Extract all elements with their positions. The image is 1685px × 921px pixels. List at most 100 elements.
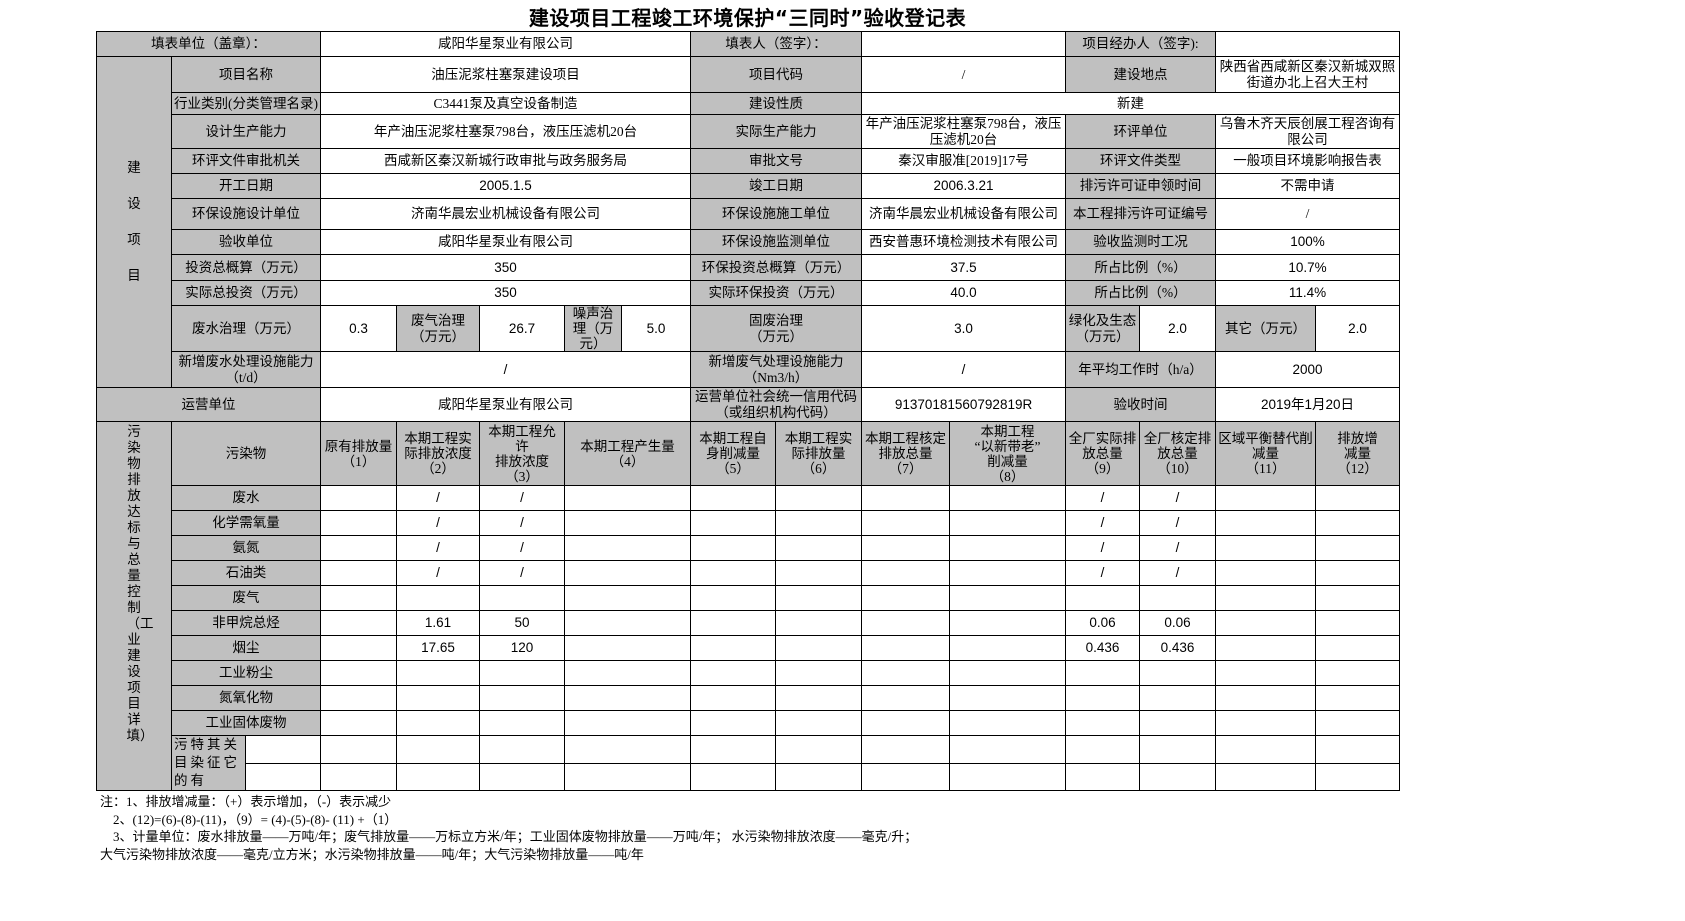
pollutant-value-cell[interactable] xyxy=(320,735,398,764)
pollutant-value-cell[interactable] xyxy=(949,710,1067,736)
pollutant-value-cell[interactable] xyxy=(861,510,951,536)
pollutant-value-cell[interactable] xyxy=(861,610,951,636)
pollutant-value-cell[interactable] xyxy=(690,535,777,561)
pollutant-value-cell[interactable]: / xyxy=(396,510,481,536)
new-water-cap-field[interactable]: / xyxy=(320,351,692,388)
pollutant-value-cell[interactable] xyxy=(564,485,692,511)
pollutant-value-cell[interactable]: 0.06 xyxy=(1139,610,1217,636)
ratio2-field[interactable]: 11.4% xyxy=(1215,280,1401,306)
pollutant-value-cell[interactable] xyxy=(690,485,777,511)
pollutant-value-cell[interactable] xyxy=(320,710,398,736)
acceptance-unit-field[interactable]: 咸阳华星泵业有限公司 xyxy=(320,229,692,255)
pollutant-value-cell[interactable] xyxy=(479,735,566,764)
pollutant-value-cell[interactable] xyxy=(690,510,777,536)
operator-field[interactable]: 咸阳华星泵业有限公司 xyxy=(320,387,692,422)
pollutant-value-cell[interactable] xyxy=(1139,585,1217,611)
green-field[interactable]: 2.0 xyxy=(1139,305,1217,352)
pollutant-value-cell[interactable]: / xyxy=(1065,485,1141,511)
pollutant-value-cell[interactable] xyxy=(861,585,951,611)
env-budget-field[interactable]: 37.5 xyxy=(861,254,1067,281)
end-date-field[interactable]: 2006.3.21 xyxy=(861,173,1067,199)
actual-invest-field[interactable]: 350 xyxy=(320,280,692,306)
pollutant-value-cell[interactable] xyxy=(1315,635,1401,661)
pollutant-value-cell[interactable] xyxy=(1065,660,1141,686)
pollutant-value-cell[interactable]: / xyxy=(479,510,566,536)
pollutant-value-cell[interactable] xyxy=(396,685,481,711)
pollutant-value-cell[interactable] xyxy=(1139,660,1217,686)
pollutant-value-cell[interactable] xyxy=(564,535,692,561)
pollutant-value-cell[interactable] xyxy=(1139,762,1217,791)
pollutant-value-cell[interactable] xyxy=(861,560,951,586)
pollutant-value-cell[interactable]: / xyxy=(479,560,566,586)
pollutant-value-cell[interactable] xyxy=(1215,685,1317,711)
pollutant-value-cell[interactable]: 50 xyxy=(479,610,566,636)
pollutant-value-cell[interactable] xyxy=(1139,685,1217,711)
pollutant-value-cell[interactable] xyxy=(564,510,692,536)
pollutant-value-cell[interactable] xyxy=(949,485,1067,511)
pollutant-value-cell[interactable] xyxy=(1065,735,1141,764)
pollutant-value-cell[interactable] xyxy=(690,710,777,736)
pollutant-value-cell[interactable] xyxy=(396,660,481,686)
pollutant-value-cell[interactable] xyxy=(1315,685,1401,711)
pollutant-value-cell[interactable] xyxy=(479,762,566,791)
solid-field[interactable]: 3.0 xyxy=(861,305,1067,352)
pollutant-value-cell[interactable] xyxy=(1215,560,1317,586)
eia-unit-field[interactable]: 乌鲁木齐天辰创展工程咨询有限公司 xyxy=(1215,114,1401,149)
ratio1-field[interactable]: 10.7% xyxy=(1215,254,1401,281)
credit-code-field[interactable]: 91370181560792819R xyxy=(861,387,1067,422)
pollutant-value-cell[interactable] xyxy=(396,762,481,791)
pollutant-value-cell[interactable]: 17.65 xyxy=(396,635,481,661)
pollutant-value-cell[interactable] xyxy=(1315,510,1401,536)
pollutant-value-cell[interactable] xyxy=(1065,762,1141,791)
work-hours-field[interactable]: 2000 xyxy=(1215,351,1401,388)
pollutant-value-cell[interactable] xyxy=(479,685,566,711)
new-gas-cap-field[interactable]: / xyxy=(861,351,1067,388)
pollutant-value-cell[interactable] xyxy=(861,535,951,561)
acceptance-time-field[interactable]: 2019年1月20日 xyxy=(1215,387,1401,422)
approval-no-field[interactable]: 秦汉审服准[2019]17号 xyxy=(861,148,1067,174)
permit-no-field[interactable]: / xyxy=(1215,198,1401,230)
pollutant-value-cell[interactable] xyxy=(690,660,777,686)
pollutant-value-cell[interactable] xyxy=(949,510,1067,536)
other-invest-field[interactable]: 2.0 xyxy=(1315,305,1401,352)
pollutant-value-cell[interactable]: 0.06 xyxy=(1065,610,1141,636)
pollutant-value-cell[interactable]: 0.436 xyxy=(1065,635,1141,661)
pollutant-value-cell[interactable] xyxy=(564,710,692,736)
pollutant-value-cell[interactable] xyxy=(949,685,1067,711)
pollutant-value-cell[interactable]: / xyxy=(1065,560,1141,586)
pollutant-value-cell[interactable] xyxy=(690,560,777,586)
wastegas-field[interactable]: 26.7 xyxy=(479,305,566,352)
other-pollutant-name-field[interactable] xyxy=(244,735,322,764)
other-pollutant-name-field[interactable] xyxy=(244,762,322,791)
wastewater-field[interactable]: 0.3 xyxy=(320,305,398,352)
pollutant-value-cell[interactable] xyxy=(775,610,863,636)
pollutant-value-cell[interactable] xyxy=(479,585,566,611)
pollutant-value-cell[interactable] xyxy=(564,762,692,791)
pollutant-value-cell[interactable] xyxy=(479,660,566,686)
pollutant-value-cell[interactable] xyxy=(690,735,777,764)
pollutant-value-cell[interactable] xyxy=(396,735,481,764)
start-date-field[interactable]: 2005.1.5 xyxy=(320,173,692,199)
project-code-field[interactable]: / xyxy=(861,56,1067,93)
pollutant-value-cell[interactable] xyxy=(949,610,1067,636)
pollutant-value-cell[interactable]: / xyxy=(1139,485,1217,511)
pollutant-value-cell[interactable] xyxy=(320,660,398,686)
actual-capacity-field[interactable]: 年产油压泥浆柱塞泵798台，液压压滤机20台 xyxy=(861,114,1067,149)
pollutant-value-cell[interactable] xyxy=(564,735,692,764)
design-unit-field[interactable]: 济南华晨宏业机械设备有限公司 xyxy=(320,198,692,230)
pollutant-value-cell[interactable] xyxy=(1215,735,1317,764)
pollutant-value-cell[interactable]: / xyxy=(1139,510,1217,536)
pollutant-value-cell[interactable] xyxy=(564,585,692,611)
pollutant-value-cell[interactable]: / xyxy=(396,535,481,561)
pollutant-value-cell[interactable] xyxy=(1315,485,1401,511)
pollutant-value-cell[interactable] xyxy=(775,635,863,661)
manager-signature-field[interactable] xyxy=(1215,31,1401,57)
pollutant-value-cell[interactable] xyxy=(861,685,951,711)
pollutant-value-cell[interactable] xyxy=(775,510,863,536)
pollutant-value-cell[interactable] xyxy=(1215,660,1317,686)
pollutant-value-cell[interactable] xyxy=(1315,560,1401,586)
pollutant-value-cell[interactable] xyxy=(1215,510,1317,536)
pollutant-value-cell[interactable] xyxy=(1315,610,1401,636)
approval-authority-field[interactable]: 西咸新区秦汉新城行政审批与政务服务局 xyxy=(320,148,692,174)
pollutant-value-cell[interactable] xyxy=(1215,762,1317,791)
